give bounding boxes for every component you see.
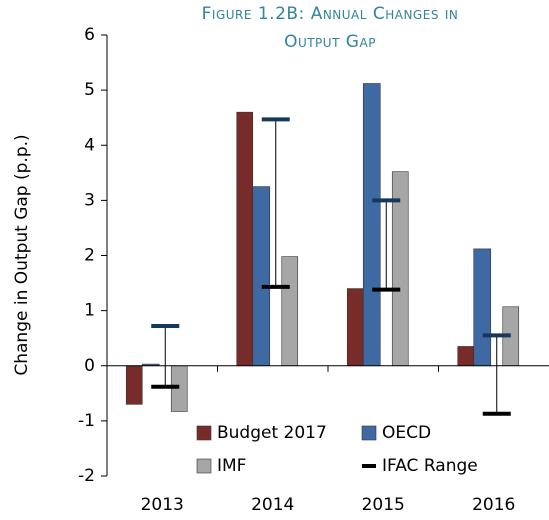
bar	[281, 256, 299, 367]
legend-label: Budget 2017	[217, 423, 327, 443]
y-tick-label: 1	[84, 301, 95, 321]
legend-swatch	[196, 425, 212, 441]
bar	[362, 83, 381, 367]
chart-title: Figure 1.2B: Annual Changes in	[202, 4, 459, 24]
y-tick-label: 4	[84, 135, 95, 155]
y-tick-label: 3	[84, 190, 95, 210]
bar	[125, 365, 143, 405]
bar	[457, 346, 475, 367]
legend-label: IFAC Range	[382, 456, 478, 476]
legend-label: IMF	[217, 456, 246, 476]
chart-title: Output Gap	[284, 32, 376, 52]
y-tick-label: 2	[84, 246, 95, 266]
y-tick-label: 6	[84, 25, 95, 45]
x-tick-label: 2014	[251, 495, 294, 515]
bar	[346, 288, 364, 367]
y-axis-label: Change in Output Gap (p.p.)	[12, 134, 32, 375]
x-tick-label: 2016	[472, 495, 515, 515]
x-tick-label: 2013	[141, 495, 184, 515]
legend-label: OECD	[382, 423, 431, 443]
bar	[252, 186, 271, 367]
y-tick-label: 5	[84, 80, 95, 100]
x-tick-label: 2015	[362, 495, 405, 515]
y-tick-label: -2	[78, 466, 95, 486]
y-tick-label: 0	[84, 356, 95, 376]
legend-swatch	[361, 425, 377, 441]
bar	[236, 111, 254, 367]
legend-swatch	[196, 458, 212, 474]
y-tick-label: -1	[78, 411, 95, 431]
bar	[473, 248, 492, 367]
